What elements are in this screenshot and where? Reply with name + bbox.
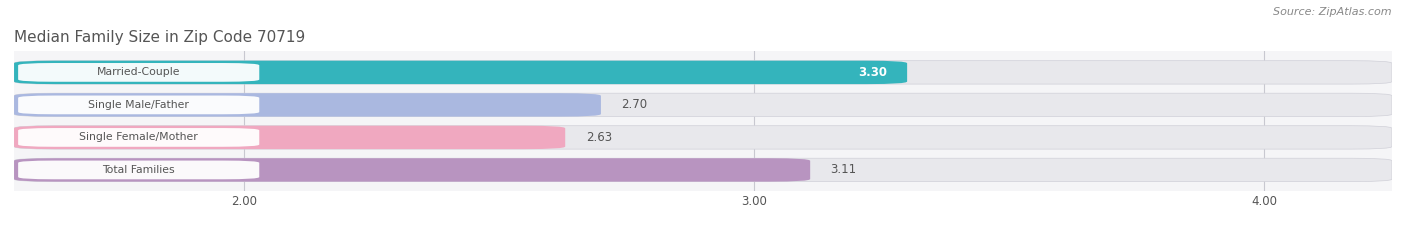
FancyBboxPatch shape <box>14 61 1392 84</box>
FancyBboxPatch shape <box>14 158 1392 182</box>
FancyBboxPatch shape <box>18 63 259 82</box>
Text: Median Family Size in Zip Code 70719: Median Family Size in Zip Code 70719 <box>14 30 305 45</box>
FancyBboxPatch shape <box>14 93 1392 116</box>
Text: Total Families: Total Families <box>103 165 174 175</box>
Text: 2.70: 2.70 <box>621 98 648 111</box>
Text: 3.11: 3.11 <box>831 163 856 176</box>
Text: Married-Couple: Married-Couple <box>97 67 180 77</box>
Text: Source: ZipAtlas.com: Source: ZipAtlas.com <box>1274 7 1392 17</box>
FancyBboxPatch shape <box>14 93 600 116</box>
Text: 2.63: 2.63 <box>586 131 612 144</box>
FancyBboxPatch shape <box>18 128 259 147</box>
FancyBboxPatch shape <box>14 126 565 149</box>
FancyBboxPatch shape <box>14 158 810 182</box>
FancyBboxPatch shape <box>14 126 1392 149</box>
Text: Single Male/Father: Single Male/Father <box>89 100 190 110</box>
Text: Single Female/Mother: Single Female/Mother <box>79 132 198 142</box>
Text: 3.30: 3.30 <box>858 66 887 79</box>
FancyBboxPatch shape <box>18 96 259 114</box>
FancyBboxPatch shape <box>18 161 259 179</box>
FancyBboxPatch shape <box>14 61 907 84</box>
